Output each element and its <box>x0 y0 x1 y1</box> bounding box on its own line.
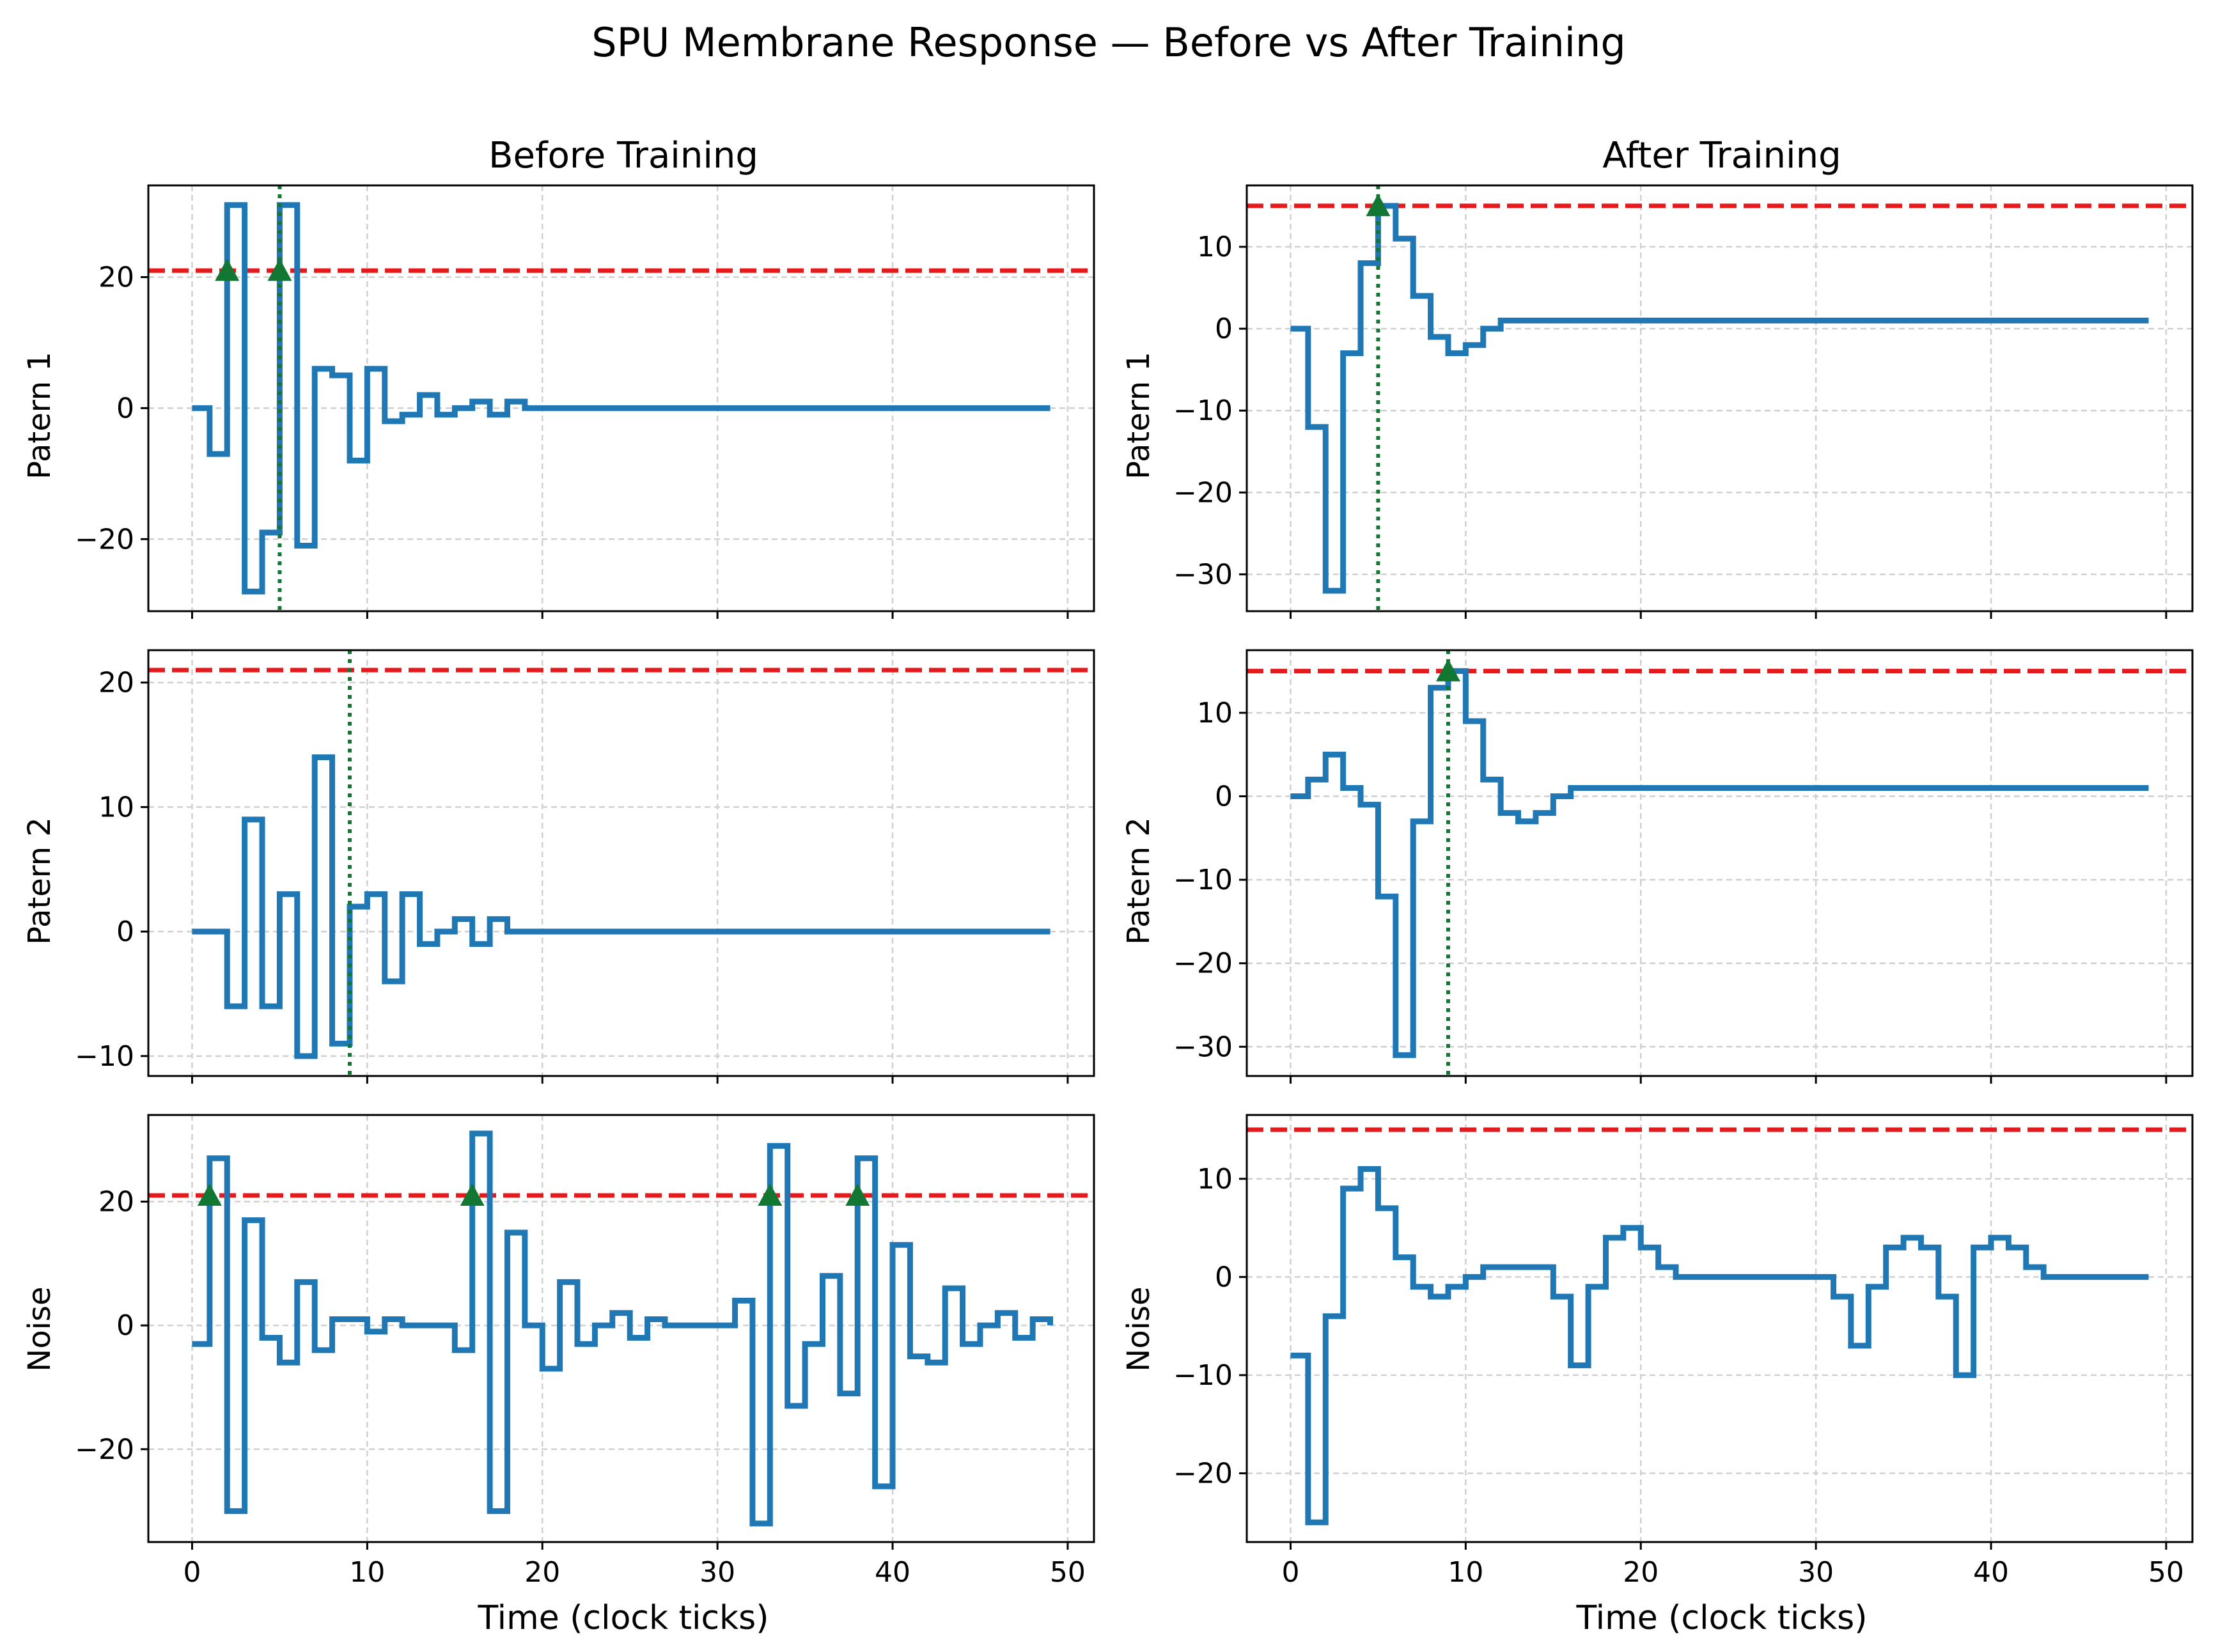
y-tick-label: 20 <box>98 1186 134 1219</box>
figure-title: SPU Membrane Response — Before vs After … <box>591 19 1625 66</box>
x-tick-label: 10 <box>1448 1556 1483 1589</box>
y-tick-label: −30 <box>1173 558 1233 591</box>
panel-patern2-after: Patern 2 −30 −20 −10 0 10 <box>1121 649 2194 1084</box>
x-tick-label: 20 <box>1623 1556 1659 1589</box>
panel-noise-after: Noise Time (clock ticks) −20 −10 0 10 0 10 20 3… <box>1121 1114 2194 1637</box>
y-tick-label: 0 <box>1215 781 1233 813</box>
axes-frame <box>147 184 1095 612</box>
spike-marker <box>758 1183 783 1206</box>
y-tick-label: −20 <box>75 1433 134 1466</box>
x-label: Time (clock ticks) <box>1575 1599 1867 1637</box>
spike-marker <box>845 1183 870 1206</box>
x-tick-label: 0 <box>183 1556 201 1589</box>
y-tick-label: −20 <box>75 523 134 556</box>
y-tick-label: −10 <box>1173 394 1233 427</box>
y-tick-label: −10 <box>1173 864 1233 896</box>
plot-area <box>148 650 1094 1076</box>
y-tick-label: 0 <box>116 1309 134 1342</box>
plot-area <box>1247 1115 2192 1542</box>
axes-frame <box>147 1114 1095 1543</box>
membrane-trace <box>1290 668 2149 1058</box>
y-tick-label: 10 <box>1197 231 1233 263</box>
plot-area <box>1247 185 2192 611</box>
y-label: Noise <box>1121 1286 1157 1371</box>
y-label: Patern 1 <box>22 352 58 479</box>
y-tick-label: −20 <box>1173 947 1233 980</box>
spike-marker <box>1435 658 1460 682</box>
membrane-trace <box>192 1130 1054 1527</box>
panel-patern2-before: Patern 2 −10 0 10 20 <box>22 649 1095 1084</box>
y-tick-label: 20 <box>98 261 134 293</box>
column-title-after: After Training <box>1602 135 1841 176</box>
plot-area <box>1247 650 2192 1076</box>
column-title-before: Before Training <box>488 135 758 176</box>
y-label: Patern 2 <box>22 817 58 945</box>
x-tick-label: 30 <box>699 1556 735 1589</box>
axes-frame <box>147 649 1095 1077</box>
membrane-trace <box>1290 203 2149 594</box>
y-tick-label: 0 <box>116 392 134 425</box>
y-label: Patern 2 <box>1121 817 1157 945</box>
axes-frame <box>1246 184 2194 612</box>
spike-marker <box>1366 194 1391 217</box>
y-tick-label: 10 <box>1197 697 1233 729</box>
axes-frame <box>1246 1114 2194 1543</box>
membrane-trace <box>192 202 1050 595</box>
axes-frame <box>1246 649 2194 1077</box>
x-tick-label: 10 <box>349 1556 385 1589</box>
x-tick-label: 40 <box>875 1556 910 1589</box>
y-label: Patern 1 <box>1121 352 1157 479</box>
y-tick-label: −30 <box>1173 1031 1233 1063</box>
spike-marker <box>215 258 240 281</box>
plot-area <box>148 1115 1094 1542</box>
x-tick-label: 40 <box>1973 1556 2009 1589</box>
x-tick-label: 20 <box>524 1556 560 1589</box>
y-label: Noise <box>22 1286 58 1371</box>
y-tick-label: −20 <box>1173 1458 1233 1490</box>
y-tick-label: −20 <box>1173 476 1233 509</box>
y-tick-label: 0 <box>1215 1261 1233 1293</box>
y-tick-label: −10 <box>75 1040 134 1073</box>
y-tick-label: 20 <box>98 667 134 699</box>
x-tick-label: 30 <box>1798 1556 1834 1589</box>
y-tick-label: −10 <box>1173 1359 1233 1392</box>
spike-marker <box>460 1183 485 1206</box>
y-tick-label: 0 <box>1215 313 1233 345</box>
spike-marker <box>267 258 292 281</box>
x-tick-label: 50 <box>2148 1556 2184 1589</box>
panel-patern1-after: After Training Patern 1 −30 −20 −10 0 10 <box>1121 135 2194 619</box>
y-tick-label: 10 <box>98 791 134 823</box>
spike-marker <box>197 1183 222 1206</box>
panel-noise-before: Noise Time (clock ticks) −20 0 20 0 10 20 30 40… <box>22 1114 1095 1637</box>
x-label: Time (clock ticks) <box>477 1599 769 1637</box>
x-tick-label: 50 <box>1050 1556 1086 1589</box>
plot-area <box>148 185 1094 611</box>
membrane-trace <box>1290 1165 2149 1525</box>
panel-patern1-before: Before Training Patern 1 −20 0 20 <box>22 135 1095 619</box>
membrane-trace <box>192 754 1050 1059</box>
y-tick-label: 10 <box>1197 1163 1233 1196</box>
y-tick-label: 0 <box>116 916 134 948</box>
x-tick-label: 0 <box>1281 1556 1299 1589</box>
